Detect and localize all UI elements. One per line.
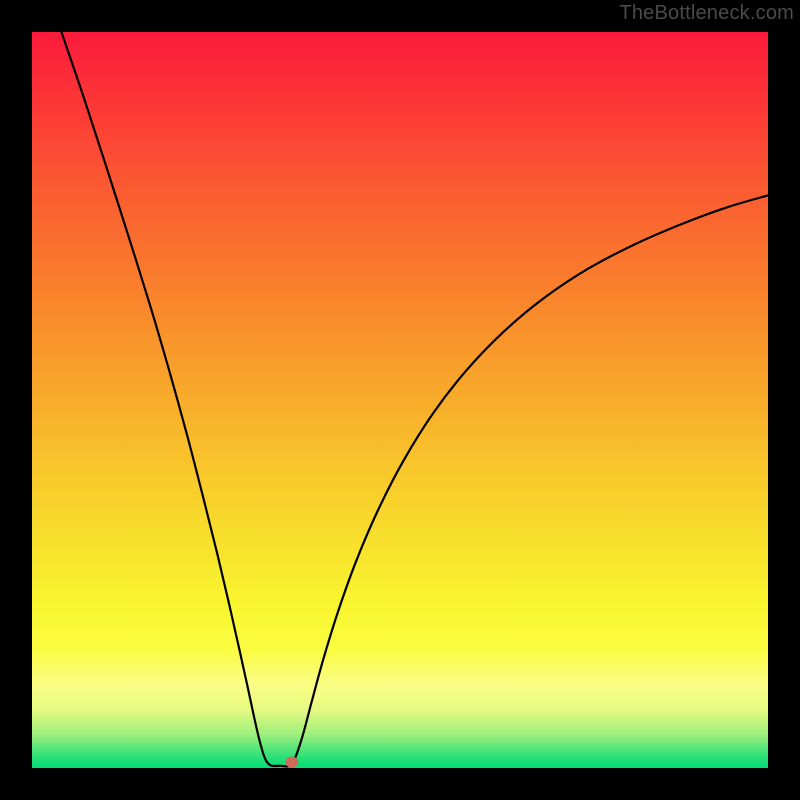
chart-frame: TheBottleneck.com: [0, 0, 800, 800]
plot-area: [32, 32, 768, 768]
optimal-point-marker: [285, 757, 298, 768]
chart-svg: [32, 32, 768, 768]
gradient-background: [32, 32, 768, 768]
watermark-text: TheBottleneck.com: [619, 2, 794, 25]
